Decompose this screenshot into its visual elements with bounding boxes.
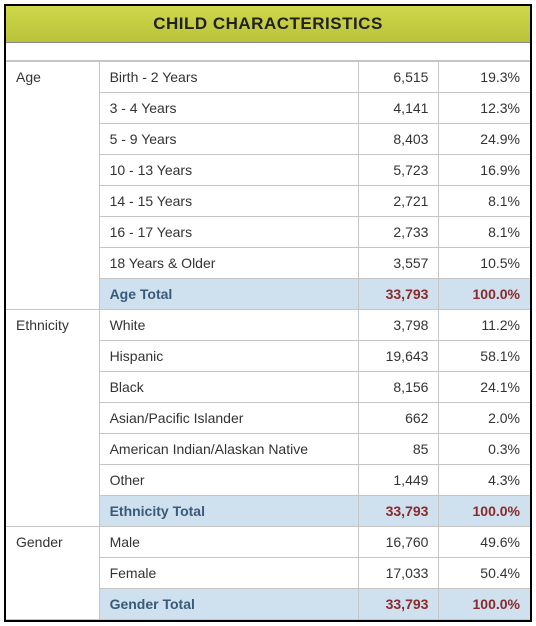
table-row: AgeBirth - 2 Years6,51519.3% bbox=[6, 62, 530, 93]
percent-cell: 16.9% bbox=[439, 155, 530, 186]
count-cell: 8,403 bbox=[358, 124, 439, 155]
label-cell: 14 - 15 Years bbox=[99, 186, 358, 217]
total-label-cell: Gender Total bbox=[99, 589, 358, 620]
total-count-cell: 33,793 bbox=[358, 589, 439, 620]
percent-cell: 24.9% bbox=[439, 124, 530, 155]
count-cell: 3,798 bbox=[358, 310, 439, 341]
category-cell: Gender bbox=[6, 527, 99, 620]
count-cell: 5,723 bbox=[358, 155, 439, 186]
count-cell: 2,733 bbox=[358, 217, 439, 248]
label-cell: Female bbox=[99, 558, 358, 589]
label-cell: Birth - 2 Years bbox=[99, 62, 358, 93]
count-cell: 19,643 bbox=[358, 341, 439, 372]
percent-cell: 49.6% bbox=[439, 527, 530, 558]
spacer-row bbox=[6, 43, 530, 61]
label-cell: 10 - 13 Years bbox=[99, 155, 358, 186]
label-cell: Hispanic bbox=[99, 341, 358, 372]
count-cell: 2,721 bbox=[358, 186, 439, 217]
table-row: GenderMale16,76049.6% bbox=[6, 527, 530, 558]
category-cell: Ethnicity bbox=[6, 310, 99, 527]
table-row: EthnicityWhite3,79811.2% bbox=[6, 310, 530, 341]
table-container: CHILD CHARACTERISTICS AgeBirth - 2 Years… bbox=[4, 4, 532, 622]
percent-cell: 8.1% bbox=[439, 186, 530, 217]
label-cell: 16 - 17 Years bbox=[99, 217, 358, 248]
percent-cell: 24.1% bbox=[439, 372, 530, 403]
count-cell: 6,515 bbox=[358, 62, 439, 93]
total-percent-cell: 100.0% bbox=[439, 279, 530, 310]
label-cell: 5 - 9 Years bbox=[99, 124, 358, 155]
count-cell: 4,141 bbox=[358, 93, 439, 124]
percent-cell: 4.3% bbox=[439, 465, 530, 496]
count-cell: 662 bbox=[358, 403, 439, 434]
label-cell: Other bbox=[99, 465, 358, 496]
total-label-cell: Age Total bbox=[99, 279, 358, 310]
percent-cell: 8.1% bbox=[439, 217, 530, 248]
label-cell: Black bbox=[99, 372, 358, 403]
label-cell: Asian/Pacific Islander bbox=[99, 403, 358, 434]
total-percent-cell: 100.0% bbox=[439, 496, 530, 527]
percent-cell: 2.0% bbox=[439, 403, 530, 434]
total-count-cell: 33,793 bbox=[358, 496, 439, 527]
data-table: AgeBirth - 2 Years6,51519.3%3 - 4 Years4… bbox=[6, 61, 530, 620]
category-cell: Age bbox=[6, 62, 99, 310]
percent-cell: 58.1% bbox=[439, 341, 530, 372]
count-cell: 17,033 bbox=[358, 558, 439, 589]
label-cell: White bbox=[99, 310, 358, 341]
label-cell: 3 - 4 Years bbox=[99, 93, 358, 124]
label-cell: Male bbox=[99, 527, 358, 558]
percent-cell: 50.4% bbox=[439, 558, 530, 589]
total-count-cell: 33,793 bbox=[358, 279, 439, 310]
percent-cell: 19.3% bbox=[439, 62, 530, 93]
label-cell: 18 Years & Older bbox=[99, 248, 358, 279]
percent-cell: 10.5% bbox=[439, 248, 530, 279]
total-label-cell: Ethnicity Total bbox=[99, 496, 358, 527]
count-cell: 85 bbox=[358, 434, 439, 465]
percent-cell: 12.3% bbox=[439, 93, 530, 124]
percent-cell: 0.3% bbox=[439, 434, 530, 465]
total-percent-cell: 100.0% bbox=[439, 589, 530, 620]
count-cell: 1,449 bbox=[358, 465, 439, 496]
count-cell: 8,156 bbox=[358, 372, 439, 403]
count-cell: 16,760 bbox=[358, 527, 439, 558]
count-cell: 3,557 bbox=[358, 248, 439, 279]
label-cell: American Indian/Alaskan Native bbox=[99, 434, 358, 465]
table-title: CHILD CHARACTERISTICS bbox=[6, 6, 530, 43]
percent-cell: 11.2% bbox=[439, 310, 530, 341]
